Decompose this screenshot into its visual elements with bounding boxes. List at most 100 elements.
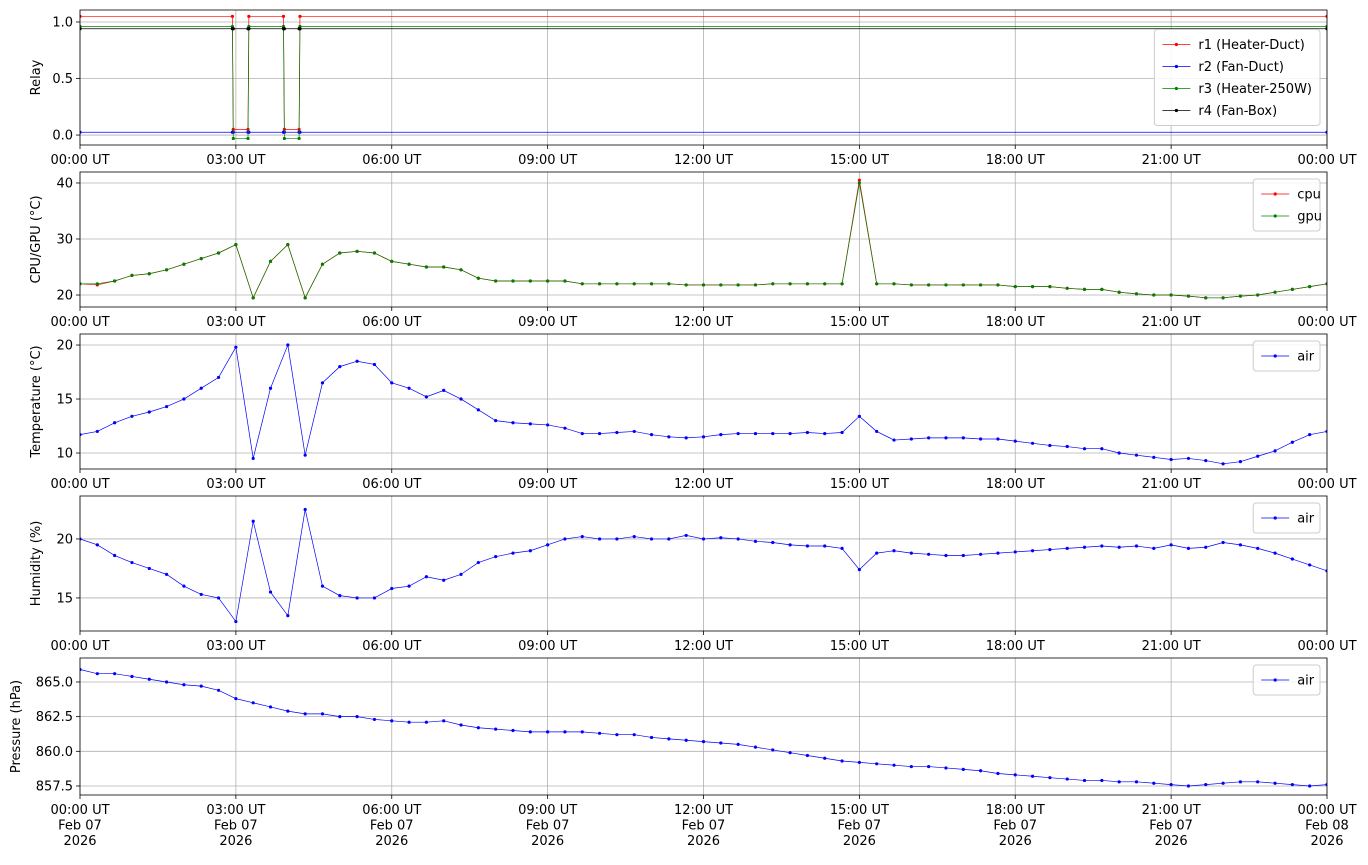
- data-point: [147, 677, 151, 681]
- y-tick-label: 0.0: [52, 129, 73, 144]
- data-point: [1256, 780, 1260, 784]
- data-point: [909, 437, 913, 441]
- data-point: [771, 282, 775, 286]
- x-tick-label: 00:00 UT Feb 07 2026: [50, 803, 109, 849]
- data-point: [563, 537, 567, 541]
- data-point: [424, 575, 428, 579]
- data-point: [372, 717, 377, 722]
- legend: r1 (Heater-Duct) r2 (Fan-Duct) r3 (Heater-…: [1153, 29, 1321, 126]
- x-tick-label: 21:00 UT: [1142, 477, 1201, 492]
- x-tick-label: 15:00 UT: [830, 477, 889, 492]
- legend-label: r1 (Heater-Duct): [1198, 38, 1304, 53]
- plot-area: [80, 667, 1327, 788]
- x-tick-label: 09:00 UT: [518, 639, 577, 654]
- data-point: [442, 719, 446, 723]
- data-point: [320, 584, 325, 588]
- x-tick-label: 03:00 UT: [206, 315, 265, 330]
- data-point: [580, 534, 584, 539]
- data-point: [130, 674, 134, 679]
- data-point: [927, 764, 931, 769]
- data-point: [216, 596, 221, 600]
- data-point: [1256, 454, 1260, 458]
- data-point: [927, 436, 931, 440]
- data-point: [546, 279, 550, 283]
- data-point: [1290, 557, 1294, 561]
- data-point: [476, 726, 480, 730]
- x-tick-label: 12:00 UT: [674, 477, 733, 492]
- x-tick-label: 00:00 UT: [50, 477, 109, 492]
- data-point: [857, 178, 861, 182]
- axes-frame: [79, 657, 1328, 796]
- data-point: [303, 453, 307, 457]
- legend-label: r4 (Fan-Box): [1198, 104, 1277, 119]
- data-point: [459, 723, 463, 727]
- data-point: [390, 381, 394, 385]
- data-point: [303, 507, 307, 512]
- data-point: [1100, 544, 1104, 548]
- data-point: [424, 720, 428, 724]
- data-point: [494, 419, 498, 423]
- data-point: [805, 282, 810, 286]
- y-tick-label: 865.0: [36, 675, 73, 690]
- data-point: [268, 590, 273, 594]
- data-point: [95, 429, 99, 434]
- data-point: [164, 404, 169, 409]
- data-point: [251, 456, 255, 461]
- data-point: [892, 549, 896, 553]
- data-point: [1048, 776, 1052, 780]
- data-point: [390, 719, 394, 723]
- data-point: [298, 27, 302, 31]
- legend-label: air: [1297, 512, 1315, 527]
- data-point: [1186, 784, 1191, 788]
- data-point: [1186, 456, 1191, 461]
- legend: air: [1252, 664, 1321, 696]
- data-point: [246, 136, 250, 141]
- x-tick-label: 21:00 UT Feb 07 2026: [1142, 803, 1201, 849]
- data-point: [459, 572, 463, 576]
- data-point: [875, 551, 879, 555]
- x-tick-label: 00:00 UT: [50, 639, 109, 654]
- data-point: [719, 433, 723, 437]
- data-point: [805, 753, 810, 758]
- plot-area: [80, 14, 1327, 141]
- x-tick-label: 06:00 UT: [362, 315, 421, 330]
- plot-area: [80, 343, 1327, 466]
- data-point: [282, 136, 286, 141]
- data-point: [944, 553, 948, 558]
- data-point: [1082, 287, 1087, 292]
- axes-frame: [79, 9, 1328, 146]
- y-tick-label: 1.0: [52, 15, 73, 30]
- data-point: [234, 242, 238, 247]
- data-point: [1065, 444, 1069, 449]
- data-point: [247, 14, 251, 18]
- data-point: [684, 533, 688, 538]
- data-point: [1100, 778, 1104, 783]
- data-point: [909, 764, 913, 769]
- data-point: [649, 537, 654, 541]
- data-point: [164, 680, 169, 684]
- data-point: [701, 740, 706, 744]
- x-tick-label: 06:00 UT: [362, 639, 421, 654]
- data-point: [701, 435, 706, 439]
- data-point: [615, 282, 619, 286]
- data-point: [1030, 774, 1035, 778]
- x-tick-label: 03:00 UT Feb 07 2026: [206, 803, 265, 849]
- data-point: [234, 345, 238, 349]
- x-tick-label: 18:00 UT: [986, 153, 1045, 168]
- data-point: [407, 720, 411, 724]
- data-point: [528, 279, 532, 283]
- data-point: [996, 771, 1000, 776]
- data-point: [840, 282, 844, 286]
- data-point: [649, 433, 654, 437]
- data-point: [684, 738, 688, 742]
- data-point: [788, 431, 792, 436]
- data-point: [546, 543, 550, 547]
- x-tick-label: 03:00 UT: [206, 639, 265, 654]
- data-point: [297, 136, 301, 141]
- legend-marker: [1273, 214, 1277, 218]
- data-point: [407, 386, 411, 390]
- data-point: [355, 359, 359, 363]
- y-axis-label: CPU/GPU (°C): [29, 195, 44, 283]
- data-point: [286, 709, 290, 713]
